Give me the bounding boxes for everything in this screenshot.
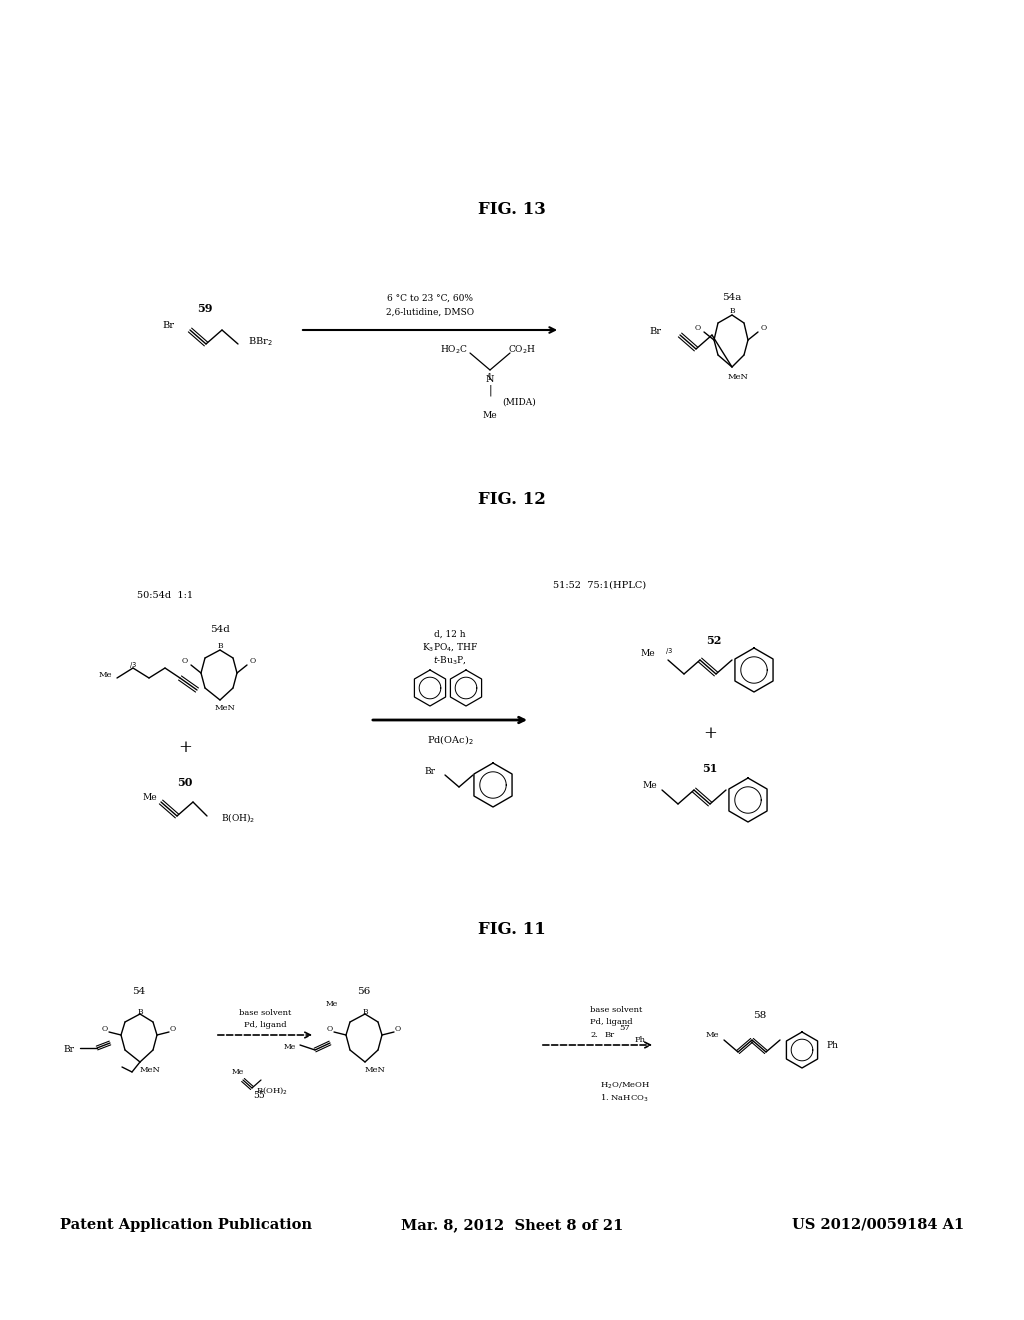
Text: Pd, ligand: Pd, ligand — [244, 1020, 287, 1030]
Text: CO$_2$H: CO$_2$H — [508, 343, 536, 356]
Text: 57: 57 — [620, 1024, 631, 1032]
Text: 51: 51 — [702, 763, 718, 774]
Text: B: B — [729, 308, 735, 315]
Text: Me: Me — [142, 792, 158, 801]
Text: Me: Me — [284, 1043, 296, 1051]
Text: O: O — [761, 323, 767, 333]
Text: O: O — [250, 657, 256, 665]
Text: 54a: 54a — [722, 293, 741, 301]
Text: Me: Me — [482, 411, 498, 420]
Text: B: B — [362, 1008, 368, 1016]
Text: Me: Me — [706, 1031, 719, 1039]
Text: Br: Br — [649, 326, 662, 335]
Text: Br: Br — [63, 1045, 75, 1055]
Text: (MIDA): (MIDA) — [502, 397, 536, 407]
Text: 6 °C to 23 °C, 60%: 6 °C to 23 °C, 60% — [387, 293, 473, 302]
Text: 1: 1 — [487, 372, 493, 381]
Text: 59: 59 — [198, 302, 213, 314]
Text: O: O — [170, 1026, 176, 1034]
Text: 56: 56 — [357, 987, 371, 997]
Text: MeN: MeN — [215, 704, 236, 711]
Text: N: N — [485, 375, 495, 384]
Text: Me: Me — [643, 780, 657, 789]
Text: BBr$_2$: BBr$_2$ — [248, 335, 272, 348]
Text: Mar. 8, 2012  Sheet 8 of 21: Mar. 8, 2012 Sheet 8 of 21 — [400, 1218, 624, 1232]
Text: $_{/3}$: $_{/3}$ — [665, 647, 673, 657]
Text: $t$-Bu$_3$P,: $t$-Bu$_3$P, — [433, 653, 467, 667]
Text: O: O — [395, 1026, 401, 1034]
Text: 58: 58 — [754, 1011, 767, 1019]
Text: 2,6-lutidine, DMSO: 2,6-lutidine, DMSO — [386, 308, 474, 317]
Text: +: + — [703, 725, 717, 742]
Text: H$_2$O/MeOH: H$_2$O/MeOH — [600, 1081, 650, 1092]
Text: $_{/3}$: $_{/3}$ — [129, 660, 137, 672]
Text: FIG. 11: FIG. 11 — [478, 921, 546, 939]
Text: O: O — [102, 1026, 109, 1034]
Text: 52: 52 — [707, 635, 722, 645]
Text: HO$_2$C: HO$_2$C — [440, 343, 468, 356]
Text: Pd(OAc)$_2$: Pd(OAc)$_2$ — [427, 733, 473, 747]
Text: 50: 50 — [177, 776, 193, 788]
Text: B: B — [217, 642, 223, 649]
Text: O: O — [182, 657, 188, 665]
Text: B(OH)$_2$: B(OH)$_2$ — [221, 812, 255, 825]
Text: FIG. 13: FIG. 13 — [478, 202, 546, 219]
Text: Br: Br — [425, 767, 435, 776]
Text: B: B — [137, 1008, 142, 1016]
Text: Ph: Ph — [635, 1036, 645, 1044]
Text: Br: Br — [162, 322, 174, 330]
Text: 2.: 2. — [590, 1031, 598, 1039]
Text: 1. NaHCO$_3$: 1. NaHCO$_3$ — [600, 1092, 649, 1104]
Text: FIG. 12: FIG. 12 — [478, 491, 546, 508]
Text: Br: Br — [605, 1031, 615, 1039]
Text: K$_3$PO$_4$, THF: K$_3$PO$_4$, THF — [422, 642, 478, 653]
Text: Patent Application Publication: Patent Application Publication — [60, 1218, 312, 1232]
Text: 51:52  75:1(HPLC): 51:52 75:1(HPLC) — [553, 581, 646, 590]
Text: O: O — [327, 1026, 333, 1034]
Text: 55: 55 — [253, 1090, 265, 1100]
Text: base solvent: base solvent — [239, 1008, 291, 1016]
Text: O: O — [695, 323, 701, 333]
Text: 50:54d  1:1: 50:54d 1:1 — [137, 590, 194, 599]
Text: B(OH)$_2$: B(OH)$_2$ — [256, 1085, 288, 1097]
Text: Me: Me — [641, 649, 655, 659]
Text: +: + — [178, 738, 191, 755]
Text: Pd, ligand: Pd, ligand — [590, 1018, 633, 1026]
Text: Ph: Ph — [826, 1041, 838, 1051]
Text: Me: Me — [326, 1001, 338, 1008]
Text: MeN: MeN — [728, 374, 749, 381]
Text: MeN: MeN — [365, 1067, 386, 1074]
Text: |: | — [488, 384, 492, 396]
Text: d, 12 h: d, 12 h — [434, 630, 466, 639]
Text: base solvent: base solvent — [590, 1006, 642, 1014]
Text: Me: Me — [98, 671, 112, 678]
Text: Me: Me — [231, 1068, 244, 1076]
Text: MeN: MeN — [140, 1067, 161, 1074]
Text: 54: 54 — [132, 987, 145, 997]
Text: 54d: 54d — [210, 626, 230, 635]
Text: US 2012/0059184 A1: US 2012/0059184 A1 — [792, 1218, 964, 1232]
